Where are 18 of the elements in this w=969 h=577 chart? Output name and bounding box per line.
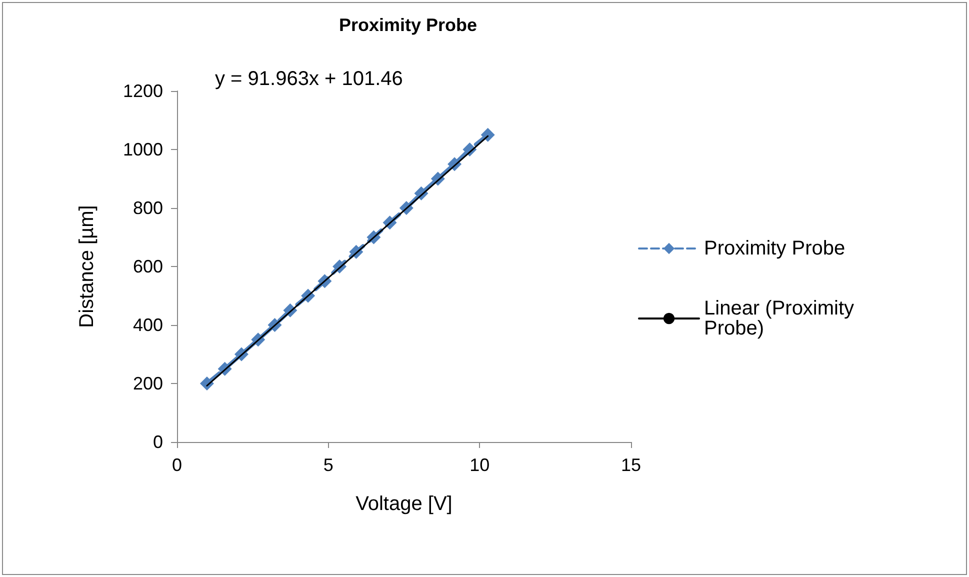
point bbox=[480, 128, 495, 142]
y-tick-label: 400 bbox=[132, 315, 163, 335]
x-tick-label: 0 bbox=[172, 455, 182, 475]
x-axis-title: Voltage [V] bbox=[356, 493, 452, 515]
x-tick-label: 10 bbox=[470, 455, 490, 475]
chart-title: Proximity Probe bbox=[338, 15, 478, 35]
y-tick-label: 1000 bbox=[122, 140, 163, 160]
y-tick-label: 600 bbox=[132, 256, 163, 276]
y-tick-label: 200 bbox=[132, 374, 163, 394]
legend-label: Proximity Probe bbox=[704, 238, 846, 260]
text: y = 91.963x + 101.46 bbox=[215, 68, 403, 90]
legend-label: Linear (Proximity Probe) bbox=[704, 298, 860, 340]
y-tick-label: 1200 bbox=[122, 81, 163, 101]
y-axis-title: Distance [µm] bbox=[76, 205, 98, 328]
y-tick-label: 800 bbox=[132, 198, 163, 218]
x-tick-label: 15 bbox=[620, 455, 642, 475]
y-tick-label: 0 bbox=[152, 432, 163, 452]
x-tick-label: 5 bbox=[323, 455, 334, 475]
